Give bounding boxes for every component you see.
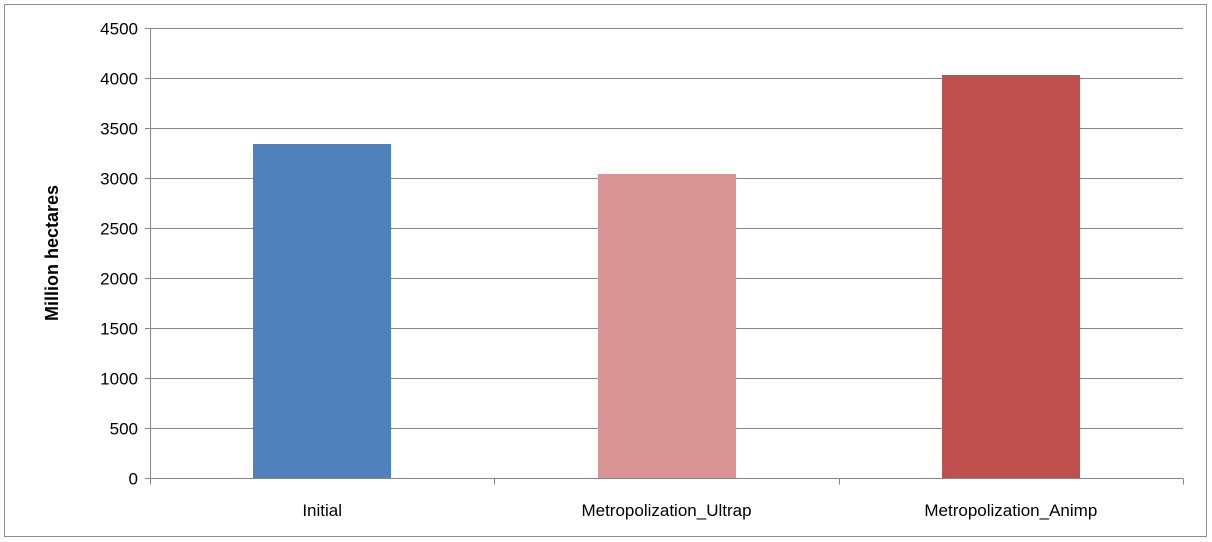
y-tick-label: 3500 [100,120,138,139]
bar-1 [253,144,391,478]
bar-2 [598,174,736,478]
bar-3 [942,75,1080,478]
x-tick-label: Initial [302,501,342,520]
axes [145,28,1184,485]
tick-labels: 0 500 1000 1500 2000 2500 3000 3500 4000 4500 Init… [100,20,1097,521]
y-tick-label: 0 [129,470,138,489]
y-axis-title: Million hectares [42,185,62,321]
y-tick-label: 1500 [100,320,138,339]
y-tick-label: 4500 [100,20,138,39]
y-tick-label: 2000 [100,270,138,289]
y-tick-label: 1000 [100,370,138,389]
y-tick-label: 3000 [100,170,138,189]
x-tick-label: Metropolization_Animp [924,501,1097,520]
y-tick-label: 500 [110,420,138,439]
y-tick-label: 4000 [100,70,138,89]
y-tick-label: 2500 [100,220,138,239]
bars [253,75,1080,478]
x-tick-label: Metropolization_Ultrap [581,501,751,520]
